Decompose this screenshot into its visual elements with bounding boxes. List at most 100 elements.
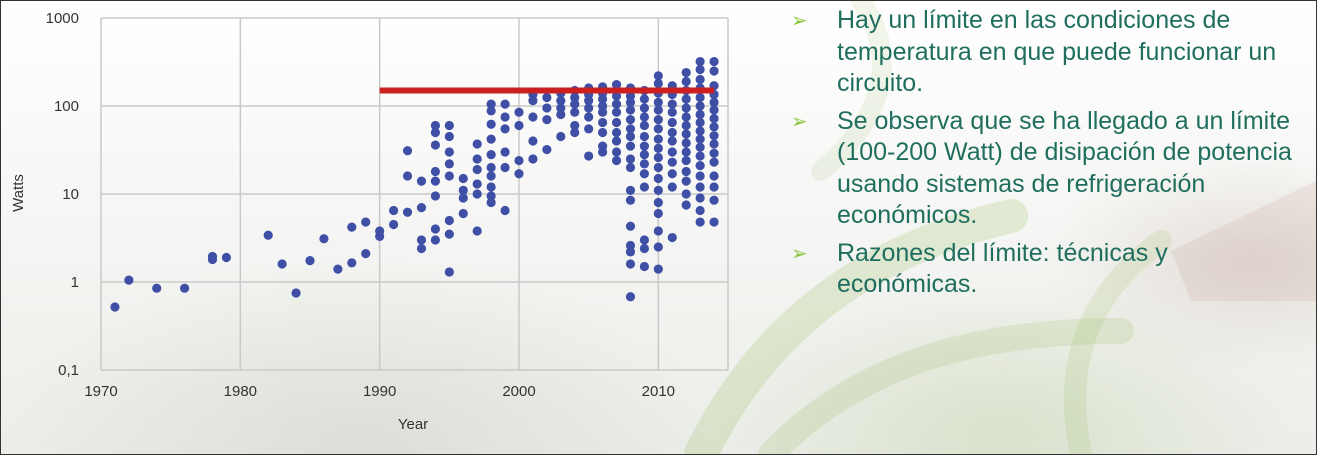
data-point	[207, 251, 218, 262]
data-point	[653, 97, 663, 107]
data-point	[430, 176, 440, 186]
data-point	[709, 182, 719, 192]
data-point	[639, 243, 650, 254]
data-point	[681, 67, 691, 78]
data-point	[430, 191, 440, 201]
data-point	[486, 171, 496, 181]
data-point	[430, 235, 440, 245]
data-point	[695, 56, 705, 67]
data-point	[542, 144, 552, 155]
data-point	[444, 171, 454, 181]
data-point	[528, 154, 538, 164]
data-point	[570, 107, 580, 117]
data-point	[611, 99, 622, 109]
data-point	[639, 94, 650, 104]
data-point	[444, 267, 454, 277]
data-point	[500, 162, 510, 173]
data-point	[444, 159, 454, 169]
data-point	[667, 99, 677, 109]
data-point	[709, 66, 719, 76]
data-point	[625, 124, 636, 134]
data-point	[639, 141, 650, 151]
data-point	[486, 162, 496, 173]
data-point	[444, 131, 454, 142]
x-axis-label: Year	[398, 416, 428, 433]
data-point	[695, 205, 705, 216]
data-point	[709, 139, 719, 149]
data-point	[402, 146, 413, 156]
data-point	[500, 112, 510, 122]
bullet-text: Razones del límite: técnicas y económica…	[837, 238, 1168, 299]
data-point	[709, 131, 719, 141]
data-point	[472, 179, 482, 189]
data-point	[556, 131, 566, 142]
data-point	[681, 138, 691, 148]
data-point	[681, 176, 691, 186]
data-point	[667, 117, 677, 128]
data-point	[625, 131, 636, 142]
data-point	[667, 147, 677, 157]
data-point	[695, 109, 705, 120]
data-point	[458, 185, 468, 195]
data-point	[653, 162, 663, 173]
data-point	[598, 117, 608, 128]
data-point	[653, 71, 663, 81]
data-point	[221, 252, 231, 263]
data-point	[695, 171, 705, 181]
data-point	[667, 136, 677, 146]
data-point	[389, 205, 399, 216]
data-point	[514, 107, 524, 117]
data-point	[695, 182, 705, 192]
data-point	[528, 136, 538, 146]
data-point	[486, 134, 496, 144]
data-point	[681, 189, 691, 199]
data-point	[681, 103, 691, 113]
data-point	[709, 56, 719, 67]
data-point	[528, 96, 538, 106]
data-point	[611, 117, 622, 128]
data-point	[444, 215, 454, 226]
data-point	[416, 203, 427, 213]
data-point	[667, 182, 677, 192]
data-point	[681, 147, 691, 157]
data-point	[611, 136, 622, 146]
data-point	[514, 169, 524, 179]
data-point	[347, 258, 357, 268]
data-point	[681, 120, 691, 131]
data-point	[653, 143, 663, 153]
data-point	[625, 141, 636, 151]
data-point	[625, 105, 636, 115]
data-point	[389, 219, 399, 230]
data-point	[486, 150, 496, 160]
x-tick-label: 2000	[502, 383, 535, 400]
data-point	[653, 115, 663, 125]
data-point	[291, 288, 301, 298]
data-point	[528, 112, 538, 122]
data-point	[430, 224, 440, 234]
data-point	[486, 106, 496, 116]
data-point	[486, 191, 496, 201]
data-point	[695, 126, 705, 136]
y-tick-labels: 0,1 1 10 100 1000	[46, 10, 79, 379]
data-point	[653, 226, 663, 236]
data-point	[361, 217, 371, 227]
data-point	[695, 74, 705, 85]
data-point	[570, 120, 580, 131]
x-tick-labels: 1970 1980 1990 2000 2010	[84, 383, 675, 400]
data-point	[695, 217, 705, 227]
data-point	[709, 122, 719, 132]
data-point	[486, 99, 496, 109]
bullet-item: ➢ Razones del límite: técnicas y económi…	[791, 238, 1306, 301]
data-point	[695, 142, 705, 152]
data-point	[625, 247, 636, 257]
data-point	[653, 185, 663, 195]
data-point	[667, 232, 677, 243]
data-point	[486, 119, 496, 129]
bullet-list: ➢ Hay un límite en las condiciones de te…	[791, 5, 1306, 307]
y-tick-label: 10	[62, 186, 79, 203]
data-point	[695, 193, 705, 203]
data-point	[333, 264, 343, 274]
data-point	[681, 166, 691, 177]
data-point	[625, 292, 636, 302]
